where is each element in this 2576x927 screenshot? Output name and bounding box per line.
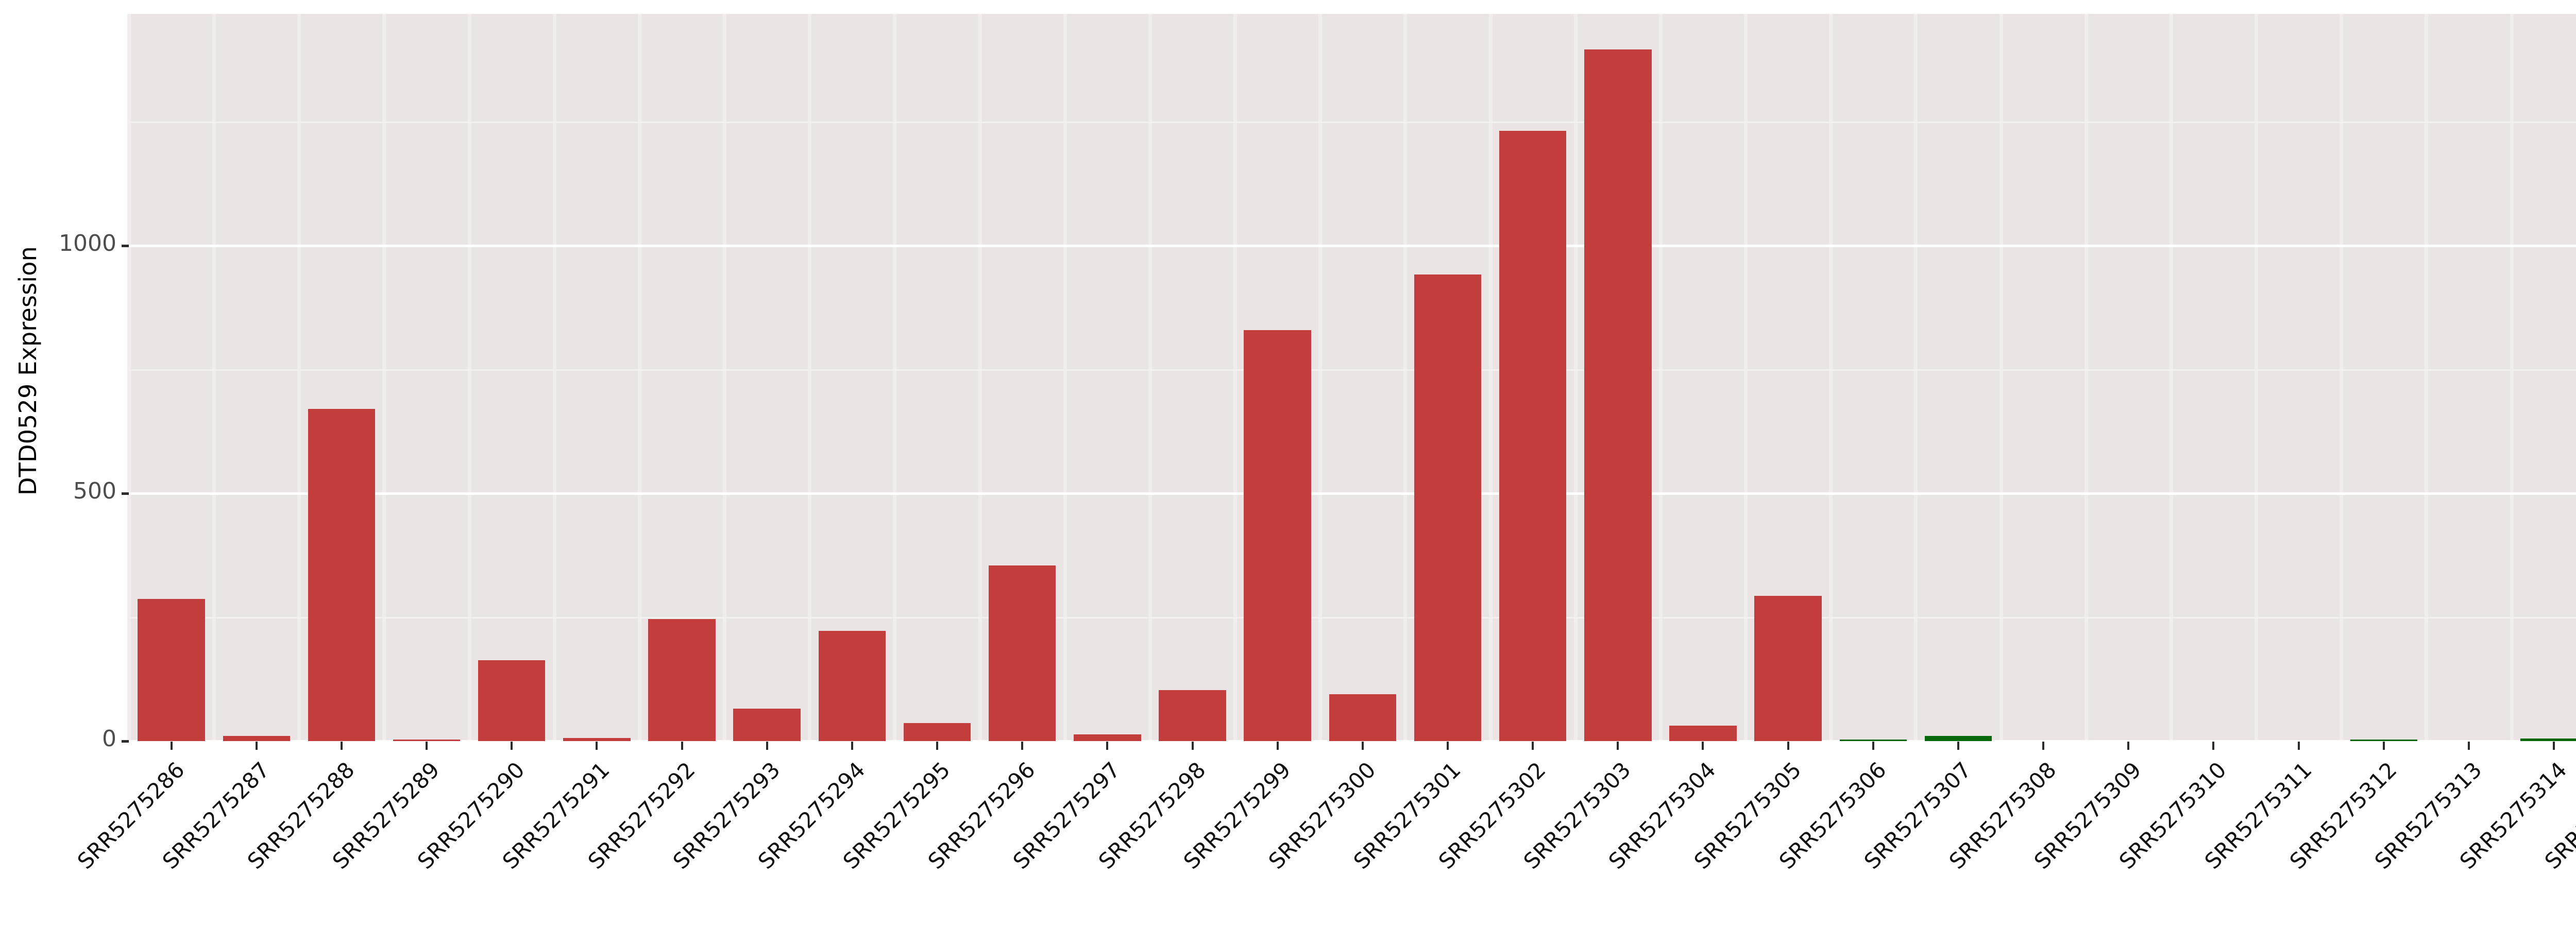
gridline-vertical [1914, 14, 1918, 742]
bar-SRR5275305[interactable] [1754, 596, 1822, 741]
bar-SRR5275298[interactable] [1159, 690, 1226, 741]
gridline-vertical [2510, 14, 2514, 742]
bar-SRR5275312[interactable] [2350, 740, 2417, 741]
bar-SRR5275303[interactable] [1584, 49, 1652, 741]
gridline-vertical [1063, 14, 1067, 742]
x-axis-tick [2212, 742, 2215, 750]
y-axis-tick [122, 245, 129, 247]
bar-SRR5275292[interactable] [648, 619, 716, 741]
gridline-vertical [1318, 14, 1323, 742]
gridline-vertical [723, 14, 727, 742]
bar-SRR5275297[interactable] [1074, 734, 1141, 741]
bar-SRR5275293[interactable] [733, 709, 801, 741]
bar-SRR5275287[interactable] [223, 736, 290, 741]
x-axis-tick [2382, 742, 2385, 750]
gridline-vertical [212, 14, 216, 742]
gridline-minor [129, 616, 2576, 619]
gridline-vertical [1744, 14, 1748, 742]
gridline-vertical [637, 14, 641, 742]
gridline-vertical [2340, 14, 2344, 742]
x-axis-tick [2297, 742, 2300, 750]
gridline-vertical [382, 14, 386, 742]
gridline-vertical [1658, 14, 1663, 742]
gridline-major [129, 245, 2576, 247]
bar-SRR5275302[interactable] [1499, 130, 1567, 741]
bar-SRR5275290[interactable] [478, 660, 546, 741]
bar-SRR5275301[interactable] [1414, 274, 1482, 741]
x-axis-tick [766, 742, 768, 750]
x-axis-tick [1702, 742, 1704, 750]
y-axis-title: DTD0529 Expression [14, 246, 42, 495]
x-axis-tick [1957, 742, 1959, 750]
x-axis-tick [2127, 742, 2130, 750]
x-axis-tick [1191, 742, 1194, 750]
gridline-vertical [2169, 14, 2173, 742]
gridline-minor [129, 369, 2576, 371]
gridline-vertical [2084, 14, 2088, 742]
bar-SRR5275306[interactable] [1839, 740, 1907, 741]
gridline-major [129, 740, 2576, 743]
x-axis-tick [426, 742, 428, 750]
gridline-vertical [1999, 14, 2003, 742]
x-axis-tick [1617, 742, 1619, 750]
x-axis-tick [2553, 742, 2555, 750]
gridline-vertical [467, 14, 471, 742]
x-axis-tick [2042, 742, 2045, 750]
bar-SRR5275299[interactable] [1244, 330, 1311, 741]
x-axis-tick [1106, 742, 1109, 750]
gridline-vertical [1403, 14, 1408, 742]
bar-SRR5275296[interactable] [988, 565, 1056, 741]
x-axis-tick [1361, 742, 1364, 750]
bar-SRR5275295[interactable] [903, 723, 971, 741]
bar-SRR5275288[interactable] [308, 409, 376, 741]
gridline-vertical [552, 14, 556, 742]
bar-SRR5275307[interactable] [1924, 736, 1992, 741]
bar-SRR5275314[interactable] [2520, 739, 2576, 741]
gridline-vertical [1233, 14, 1238, 742]
x-axis-tick [170, 742, 173, 750]
x-axis-tick [1021, 742, 1024, 750]
x-axis-tick [1872, 742, 1874, 750]
x-axis-tick [2467, 742, 2470, 750]
gridline-vertical [2255, 14, 2259, 742]
x-axis-tick [340, 742, 343, 750]
y-axis-tick [122, 492, 129, 495]
gridline-minor [129, 121, 2576, 123]
plot-panel [127, 14, 2576, 743]
x-axis-tick [851, 742, 853, 750]
bar-SRR5275304[interactable] [1669, 726, 1737, 741]
gridline-vertical [808, 14, 812, 742]
gridline-vertical [893, 14, 897, 742]
x-axis-tick [681, 742, 683, 750]
x-axis-tick [1532, 742, 1534, 750]
bar-series [129, 14, 2576, 742]
bar-SRR5275289[interactable] [393, 740, 461, 741]
gridline-vertical [297, 14, 301, 742]
x-axis-tick [596, 742, 598, 750]
gridline-vertical [1488, 14, 1493, 742]
x-axis-tick [1276, 742, 1279, 750]
y-axis-tick-label: 0 [102, 726, 116, 752]
gridline-vertical [127, 14, 131, 742]
bar-SRR5275294[interactable] [818, 631, 886, 741]
y-axis-tick-label: 500 [73, 478, 116, 504]
bar-SRR5275300[interactable] [1329, 694, 1397, 741]
x-axis-tick [936, 742, 939, 750]
gridline-vertical [1573, 14, 1578, 742]
y-axis-tick [122, 740, 129, 743]
gridline-vertical [1148, 14, 1152, 742]
x-axis-tick [1787, 742, 1789, 750]
x-axis-tick [255, 742, 258, 750]
x-axis-tick [1447, 742, 1449, 750]
y-axis-tick-label: 1000 [59, 230, 116, 256]
gridline-vertical [2425, 14, 2429, 742]
x-axis-tick [511, 742, 513, 750]
gridline-vertical [978, 14, 982, 742]
bar-SRR5275291[interactable] [563, 738, 631, 741]
gridline-vertical [1829, 14, 1833, 742]
gridline-major [129, 492, 2576, 495]
bar-SRR5275286[interactable] [138, 598, 205, 741]
